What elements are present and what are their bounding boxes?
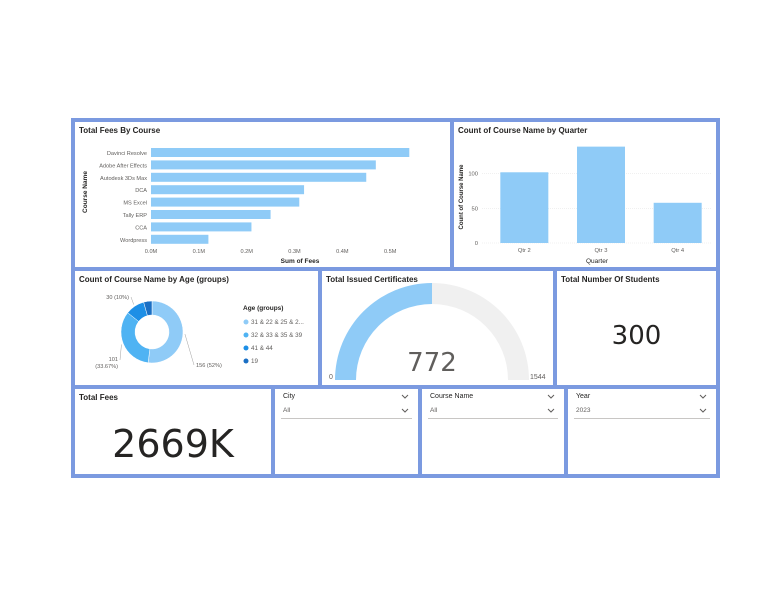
leader-line (130, 296, 134, 305)
x-tick-label: 0.4M (336, 249, 349, 255)
category-label: Wordpress (120, 238, 147, 244)
legend-item[interactable]: 31 & 22 & 25 & 2... (251, 319, 304, 326)
slice-label: 30 (10%) (106, 295, 129, 301)
bar[interactable] (151, 148, 410, 157)
bar[interactable] (151, 210, 271, 219)
age-groups-card[interactable]: Count of Course Name by Age (groups) 156… (75, 271, 318, 385)
category-label: Autodesk 3Ds Max (100, 176, 147, 182)
x-axis-title: Quarter (586, 258, 609, 265)
slice-label: (33.67%) (95, 364, 118, 370)
legend-swatch (243, 358, 249, 364)
bar[interactable] (653, 202, 702, 243)
card-title: Total Fees By Course (79, 126, 161, 135)
card-title: Count of Course Name by Age (groups) (79, 275, 229, 284)
dashboard-frame: Total Fees By Course Course Name Sum of … (71, 118, 720, 478)
year-slicer[interactable]: Year 2023 (568, 389, 716, 474)
slice-label: 101 (109, 357, 118, 363)
x-tick-label: 0.1M (193, 249, 206, 255)
total-fees-value: 2669K (112, 422, 234, 466)
bar[interactable] (577, 146, 625, 243)
card-title: Total Issued Certificates (326, 275, 418, 284)
category-label: DCA (135, 188, 147, 194)
slicer-label: City (283, 393, 296, 400)
x-tick-label: 0.5M (384, 249, 397, 255)
legend-item[interactable]: 32 & 33 & 35 & 39 (251, 332, 303, 339)
chevron-down-icon[interactable] (698, 393, 708, 401)
x-tick-label: Qtr 3 (595, 248, 608, 254)
legend-item[interactable]: 19 (251, 358, 259, 365)
course-by-quarter-chart: Count of Course Name Quarter 0 50 100 Qtr 2… (459, 146, 712, 265)
category-label: Adobe After Effects (99, 163, 147, 169)
chevron-down-icon[interactable] (698, 407, 708, 415)
legend-swatch (243, 319, 249, 325)
bar[interactable] (151, 222, 252, 232)
leader-line (184, 334, 195, 366)
certificates-gauge: 772 0 1544 (329, 283, 546, 381)
bar[interactable] (151, 160, 376, 170)
total-fees-card[interactable]: Total Fees 2669K (75, 389, 271, 474)
slice-label: 156 (52%) (196, 363, 222, 369)
course-by-quarter-card[interactable]: Count of Course Name by Quarter Count of… (454, 122, 716, 267)
course-name-dropdown[interactable]: All (428, 405, 558, 419)
x-tick-label: 0.3M (288, 249, 301, 255)
leader-line (119, 344, 122, 361)
legend-swatch (243, 332, 249, 338)
students-card[interactable]: Total Number Of Students 300 (557, 271, 716, 385)
donut-slice[interactable] (143, 300, 153, 316)
city-dropdown[interactable]: All (281, 405, 412, 419)
card-title: Count of Course Name by Quarter (458, 126, 588, 135)
slicer-label: Year (576, 393, 591, 400)
slicer-value: All (283, 407, 291, 414)
x-tick-label: 0.0M (145, 249, 158, 255)
gauge-max: 1544 (530, 374, 546, 381)
bar[interactable] (500, 172, 549, 243)
legend-swatch (243, 345, 249, 351)
chevron-down-icon[interactable] (400, 407, 410, 415)
category-label: CCA (135, 225, 147, 231)
year-dropdown[interactable]: 2023 (574, 405, 710, 419)
y-axis-title: Count of Course Name (459, 164, 465, 230)
y-tick-label: 0 (475, 241, 478, 247)
slicer-value: 2023 (576, 407, 591, 414)
bar[interactable] (151, 172, 367, 182)
y-tick-label: 50 (472, 206, 478, 212)
city-slicer[interactable]: City All (275, 389, 418, 474)
slicer-value: All (430, 407, 438, 414)
x-tick-label: Qtr 4 (671, 248, 685, 254)
card-title: Total Fees (79, 393, 118, 402)
gauge-value: 772 (407, 348, 457, 378)
donut-slice[interactable] (147, 300, 184, 364)
course-name-slicer[interactable]: Course Name All (422, 389, 564, 474)
bar[interactable] (151, 185, 305, 195)
chevron-down-icon[interactable] (546, 393, 556, 401)
bar[interactable] (151, 234, 209, 244)
category-label: Tally ERP (123, 213, 148, 219)
gauge-min: 0 (329, 374, 333, 381)
x-tick-label: 0.2M (240, 249, 253, 255)
bar[interactable] (151, 197, 300, 207)
chevron-down-icon[interactable] (400, 393, 410, 401)
category-label: Davinci Resolve (107, 151, 147, 157)
age-donut-chart: 156 (52%) 101(33.67%) 30 (10%) Age (groups… (95, 295, 304, 370)
certificates-card[interactable]: Total Issued Certificates 772 0 1544 (322, 271, 553, 385)
card-title: Total Number Of Students (561, 275, 660, 284)
fees-by-course-card[interactable]: Total Fees By Course Course Name Sum of … (75, 122, 450, 267)
y-tick-label: 100 (468, 172, 478, 178)
gauge-track (432, 283, 529, 380)
donut-slice[interactable] (120, 312, 151, 364)
category-label: MS Excel (123, 201, 147, 207)
fees-by-course-chart: Course Name Sum of Fees Davinci Resolve A… (82, 148, 410, 265)
y-axis-title: Course Name (82, 171, 89, 213)
x-tick-label: Qtr 2 (518, 248, 531, 254)
slicer-label: Course Name (430, 393, 474, 400)
legend-item[interactable]: 41 & 44 (251, 345, 273, 352)
gauge-fill (335, 283, 432, 380)
students-value: 300 (611, 321, 662, 351)
legend-title: Age (groups) (243, 305, 283, 312)
x-axis-title: Sum of Fees (281, 258, 320, 265)
chevron-down-icon[interactable] (546, 407, 556, 415)
